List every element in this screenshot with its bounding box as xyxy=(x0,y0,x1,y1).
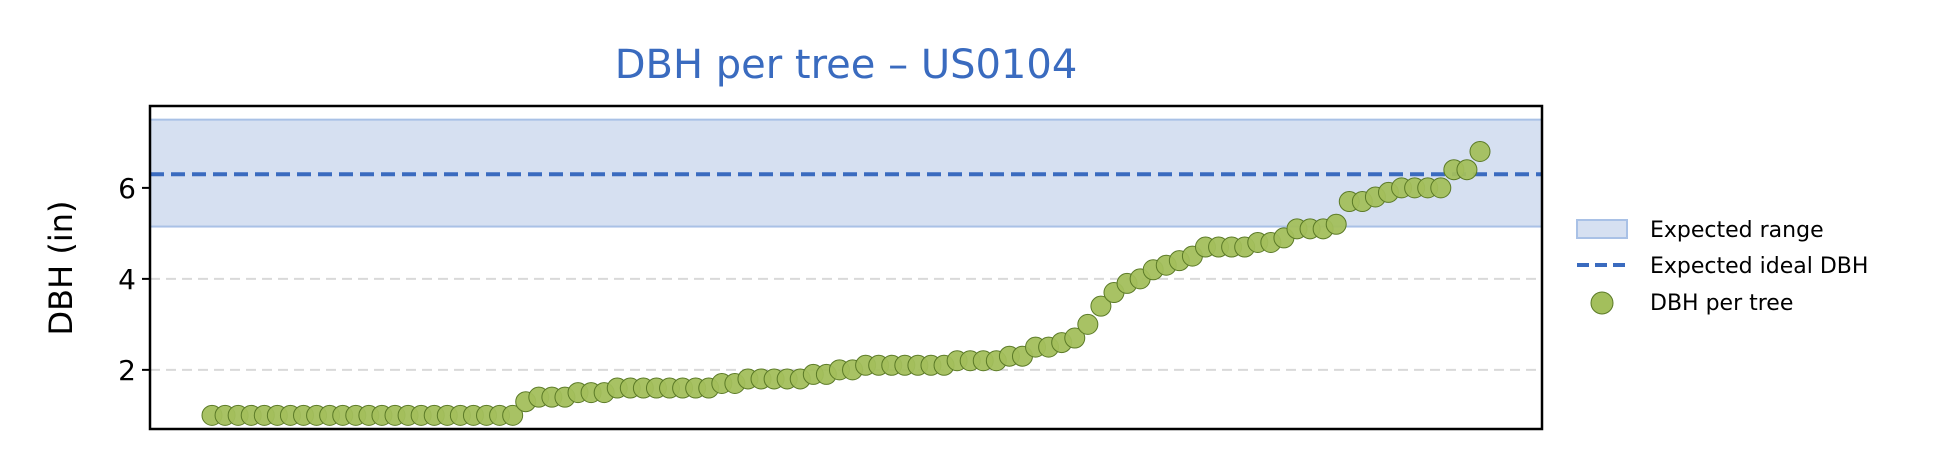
data-point xyxy=(502,404,524,426)
data-point xyxy=(1325,213,1347,235)
legend-range-label: Expected range xyxy=(1650,218,1824,243)
legend: Expected range Expected ideal DBH DBH pe… xyxy=(1576,218,1868,316)
data-point xyxy=(1469,140,1491,162)
chart-title: DBH per tree – US0104 xyxy=(615,42,1078,88)
data-point xyxy=(1077,313,1099,335)
data-point xyxy=(1456,159,1478,181)
legend-series-label: DBH per tree xyxy=(1650,291,1793,316)
legend-range-swatch xyxy=(1576,219,1628,239)
legend-ideal-label: Expected ideal DBH xyxy=(1650,254,1868,279)
y-tick-label: 6 xyxy=(118,172,136,205)
plot-area: 2 4 6 xyxy=(118,104,1544,431)
plot-frame xyxy=(148,104,1544,431)
y-tick-label: 4 xyxy=(118,263,136,296)
legend-point-swatch xyxy=(1590,291,1614,315)
y-axis-label: DBH (in) xyxy=(42,201,80,336)
data-point xyxy=(1090,295,1112,317)
data-point xyxy=(1430,177,1452,199)
y-tick-label: 2 xyxy=(118,354,136,387)
data-point xyxy=(1064,327,1086,349)
